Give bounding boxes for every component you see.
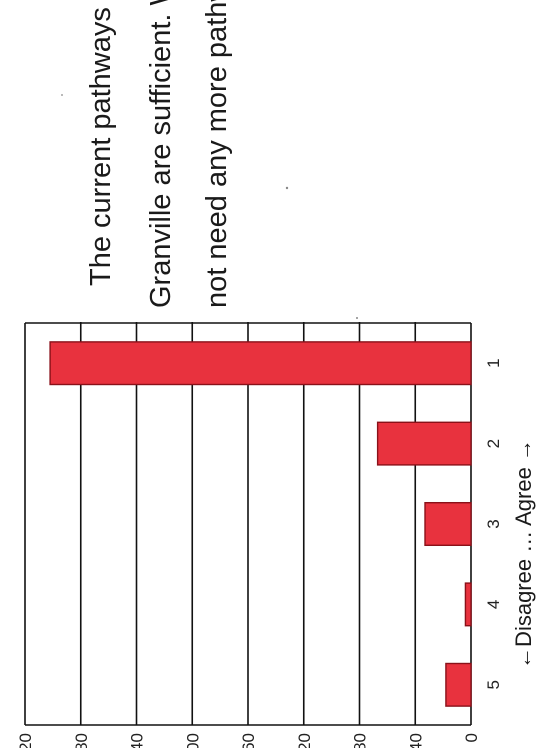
bar (424, 501, 472, 547)
value-tick-label: 0 (462, 733, 481, 742)
value-tick-label: 160 (239, 733, 258, 748)
value-tick-labels: 0 40 80 120 160 200 240 280 320 (16, 733, 481, 748)
bar-group (49, 341, 472, 707)
bar (49, 341, 472, 386)
bar (464, 582, 472, 627)
category-tick-label: 1 (484, 358, 503, 367)
category-tick-label: 4 (484, 600, 503, 609)
scan-speck (285, 186, 289, 190)
value-tick-label: 320 (16, 733, 35, 748)
value-tick-label: 80 (351, 733, 370, 748)
chart-title-line: The current pathways of (85, 0, 117, 286)
chart-title: The current pathways of Granville are suf… (78, 0, 470, 322)
category-tick-label: 3 (484, 519, 503, 528)
scan-speck (356, 317, 358, 319)
value-tick-label: 280 (72, 733, 91, 748)
title-background (78, 0, 470, 322)
bar (376, 421, 472, 466)
chart-title-line: Granville are sufficient. We do (145, 0, 177, 308)
value-tick-label: 40 (406, 733, 425, 748)
x-axis-label: ←Disagree … Agree → (511, 439, 536, 669)
chart-title-line: not need any more pathways. (201, 0, 233, 308)
category-tick-label: 5 (484, 680, 503, 689)
value-tick-label: 200 (183, 733, 202, 748)
value-tick-label: 240 (128, 733, 147, 748)
value-tick-label: 120 (295, 733, 314, 748)
category-tick-label: 2 (484, 439, 503, 448)
category-tick-labels: 1 2 3 4 5 (484, 358, 503, 689)
bar (445, 662, 472, 707)
plot-area (24, 322, 472, 726)
scan-speck (61, 94, 63, 96)
